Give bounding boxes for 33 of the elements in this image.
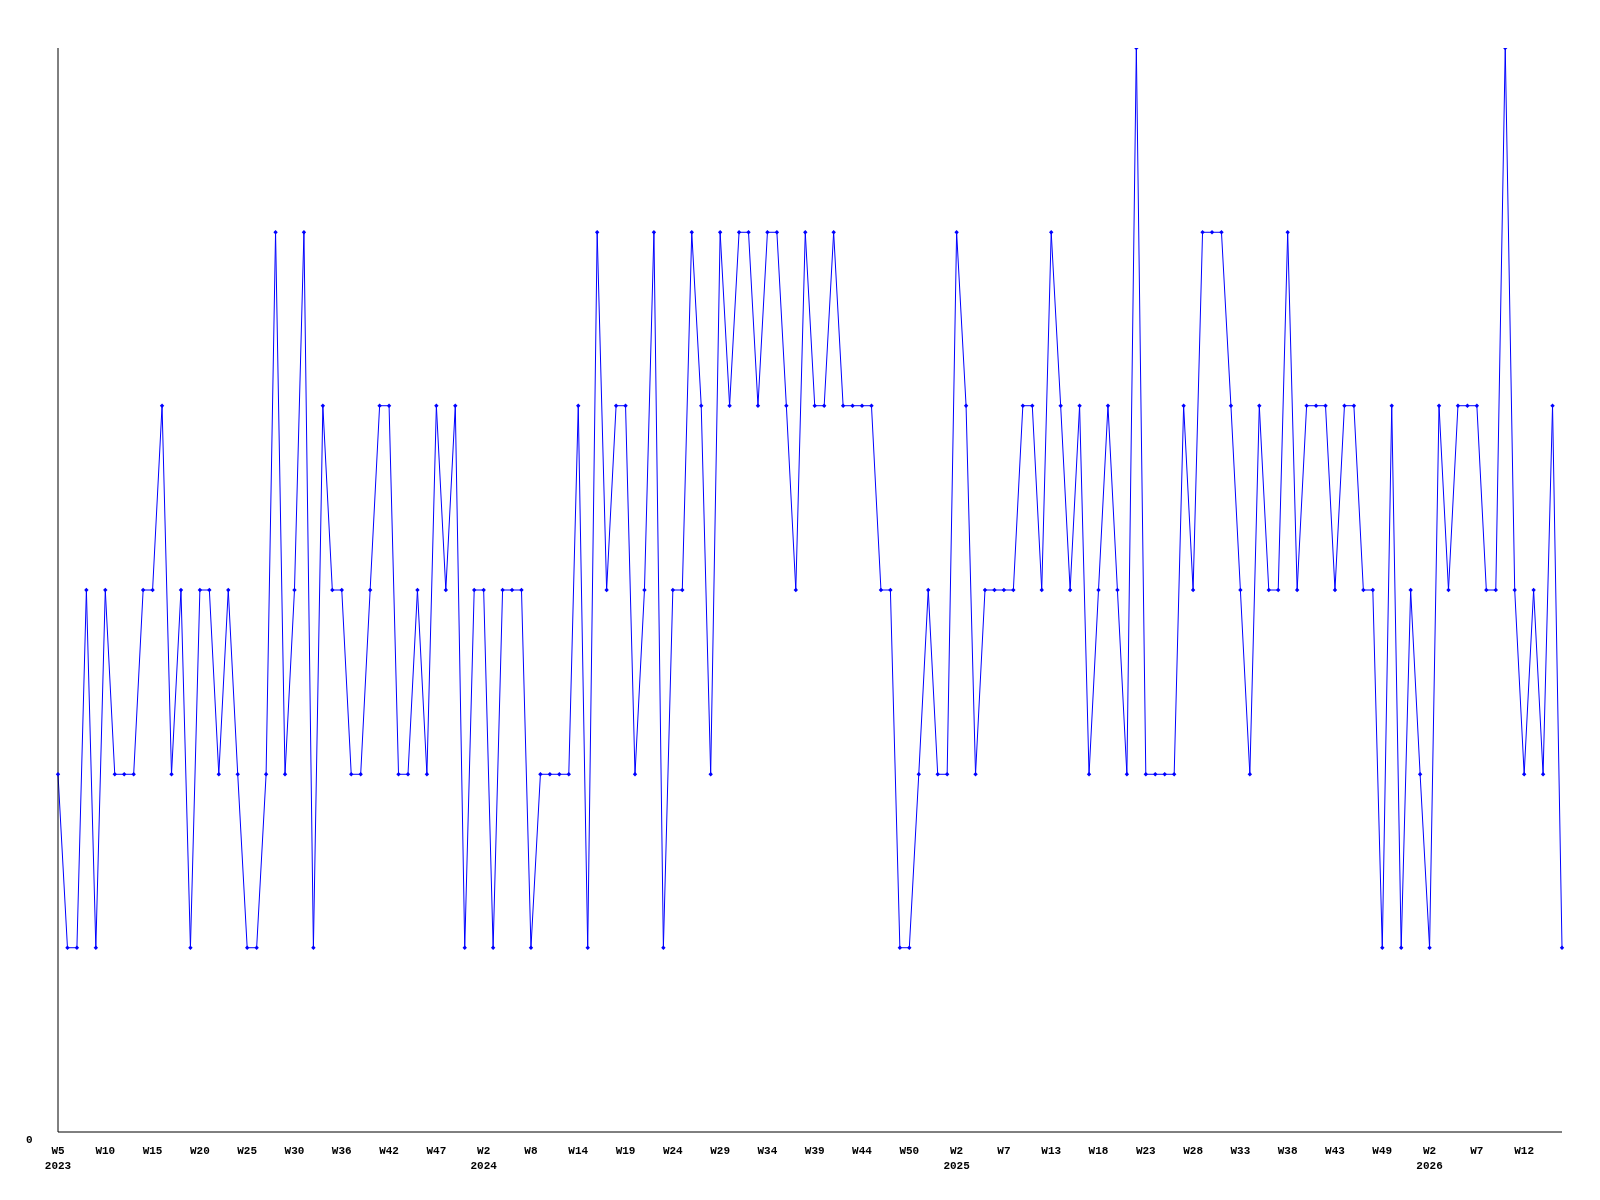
x-tick-label: W15	[142, 1145, 163, 1157]
x-tick-label: W25	[237, 1145, 258, 1157]
x-tick-label: W23	[1135, 1145, 1157, 1157]
x-tick-label: W2 2025	[943, 1145, 971, 1172]
x-tick-label: W39	[804, 1145, 825, 1157]
x-tick-label: W29	[710, 1145, 731, 1157]
x-tick-label: W44	[852, 1145, 873, 1157]
x-tick-label: W33	[1230, 1145, 1251, 1157]
x-tick-label: W10	[95, 1145, 116, 1157]
x-tick-label: W18	[1088, 1145, 1109, 1157]
x-tick-label: W43	[1325, 1145, 1346, 1157]
x-tick-label: W19	[615, 1145, 636, 1157]
x-tick-label: W36	[331, 1145, 352, 1157]
x-tick-label: W7	[1470, 1145, 1484, 1157]
x-tick-label: W47	[426, 1145, 447, 1157]
x-tick-label: W7	[997, 1145, 1011, 1157]
x-tick-label: W13	[1041, 1145, 1062, 1157]
x-tick-label: W50	[899, 1145, 920, 1157]
x-tick-label: W8	[524, 1145, 538, 1157]
x-tick-label: W49	[1372, 1145, 1393, 1157]
x-tick-label: W2 2024	[470, 1145, 498, 1172]
x-tick-label: W24	[662, 1145, 684, 1157]
x-tick-label: W2 2026	[1416, 1145, 1443, 1172]
x-tick-label: W14	[568, 1145, 589, 1157]
text: 0	[26, 1134, 33, 1146]
x-tick-label: W20	[189, 1145, 210, 1157]
x-tick-label: W34	[757, 1145, 778, 1157]
x-tick-label: W12	[1514, 1145, 1535, 1157]
x-tick-label: W42	[379, 1145, 399, 1157]
x-tick-label: W5 2023	[44, 1145, 72, 1172]
x-tick-label: W28	[1183, 1145, 1204, 1157]
x-tick-label: W38	[1277, 1145, 1298, 1157]
x-tick-label: W30	[284, 1145, 305, 1157]
